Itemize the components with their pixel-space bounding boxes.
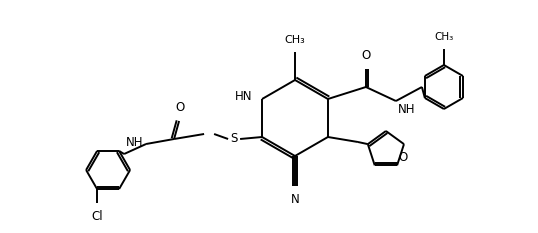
Text: CH₃: CH₃ — [285, 35, 306, 45]
Text: Cl: Cl — [91, 210, 103, 223]
Text: NH: NH — [125, 136, 143, 148]
Text: S: S — [230, 133, 238, 145]
Text: O: O — [398, 151, 408, 164]
Text: N: N — [291, 193, 299, 206]
Text: O: O — [362, 49, 371, 62]
Text: CH₃: CH₃ — [434, 32, 454, 42]
Text: NH: NH — [398, 103, 415, 116]
Text: O: O — [175, 101, 185, 114]
Text: HN: HN — [235, 90, 252, 103]
